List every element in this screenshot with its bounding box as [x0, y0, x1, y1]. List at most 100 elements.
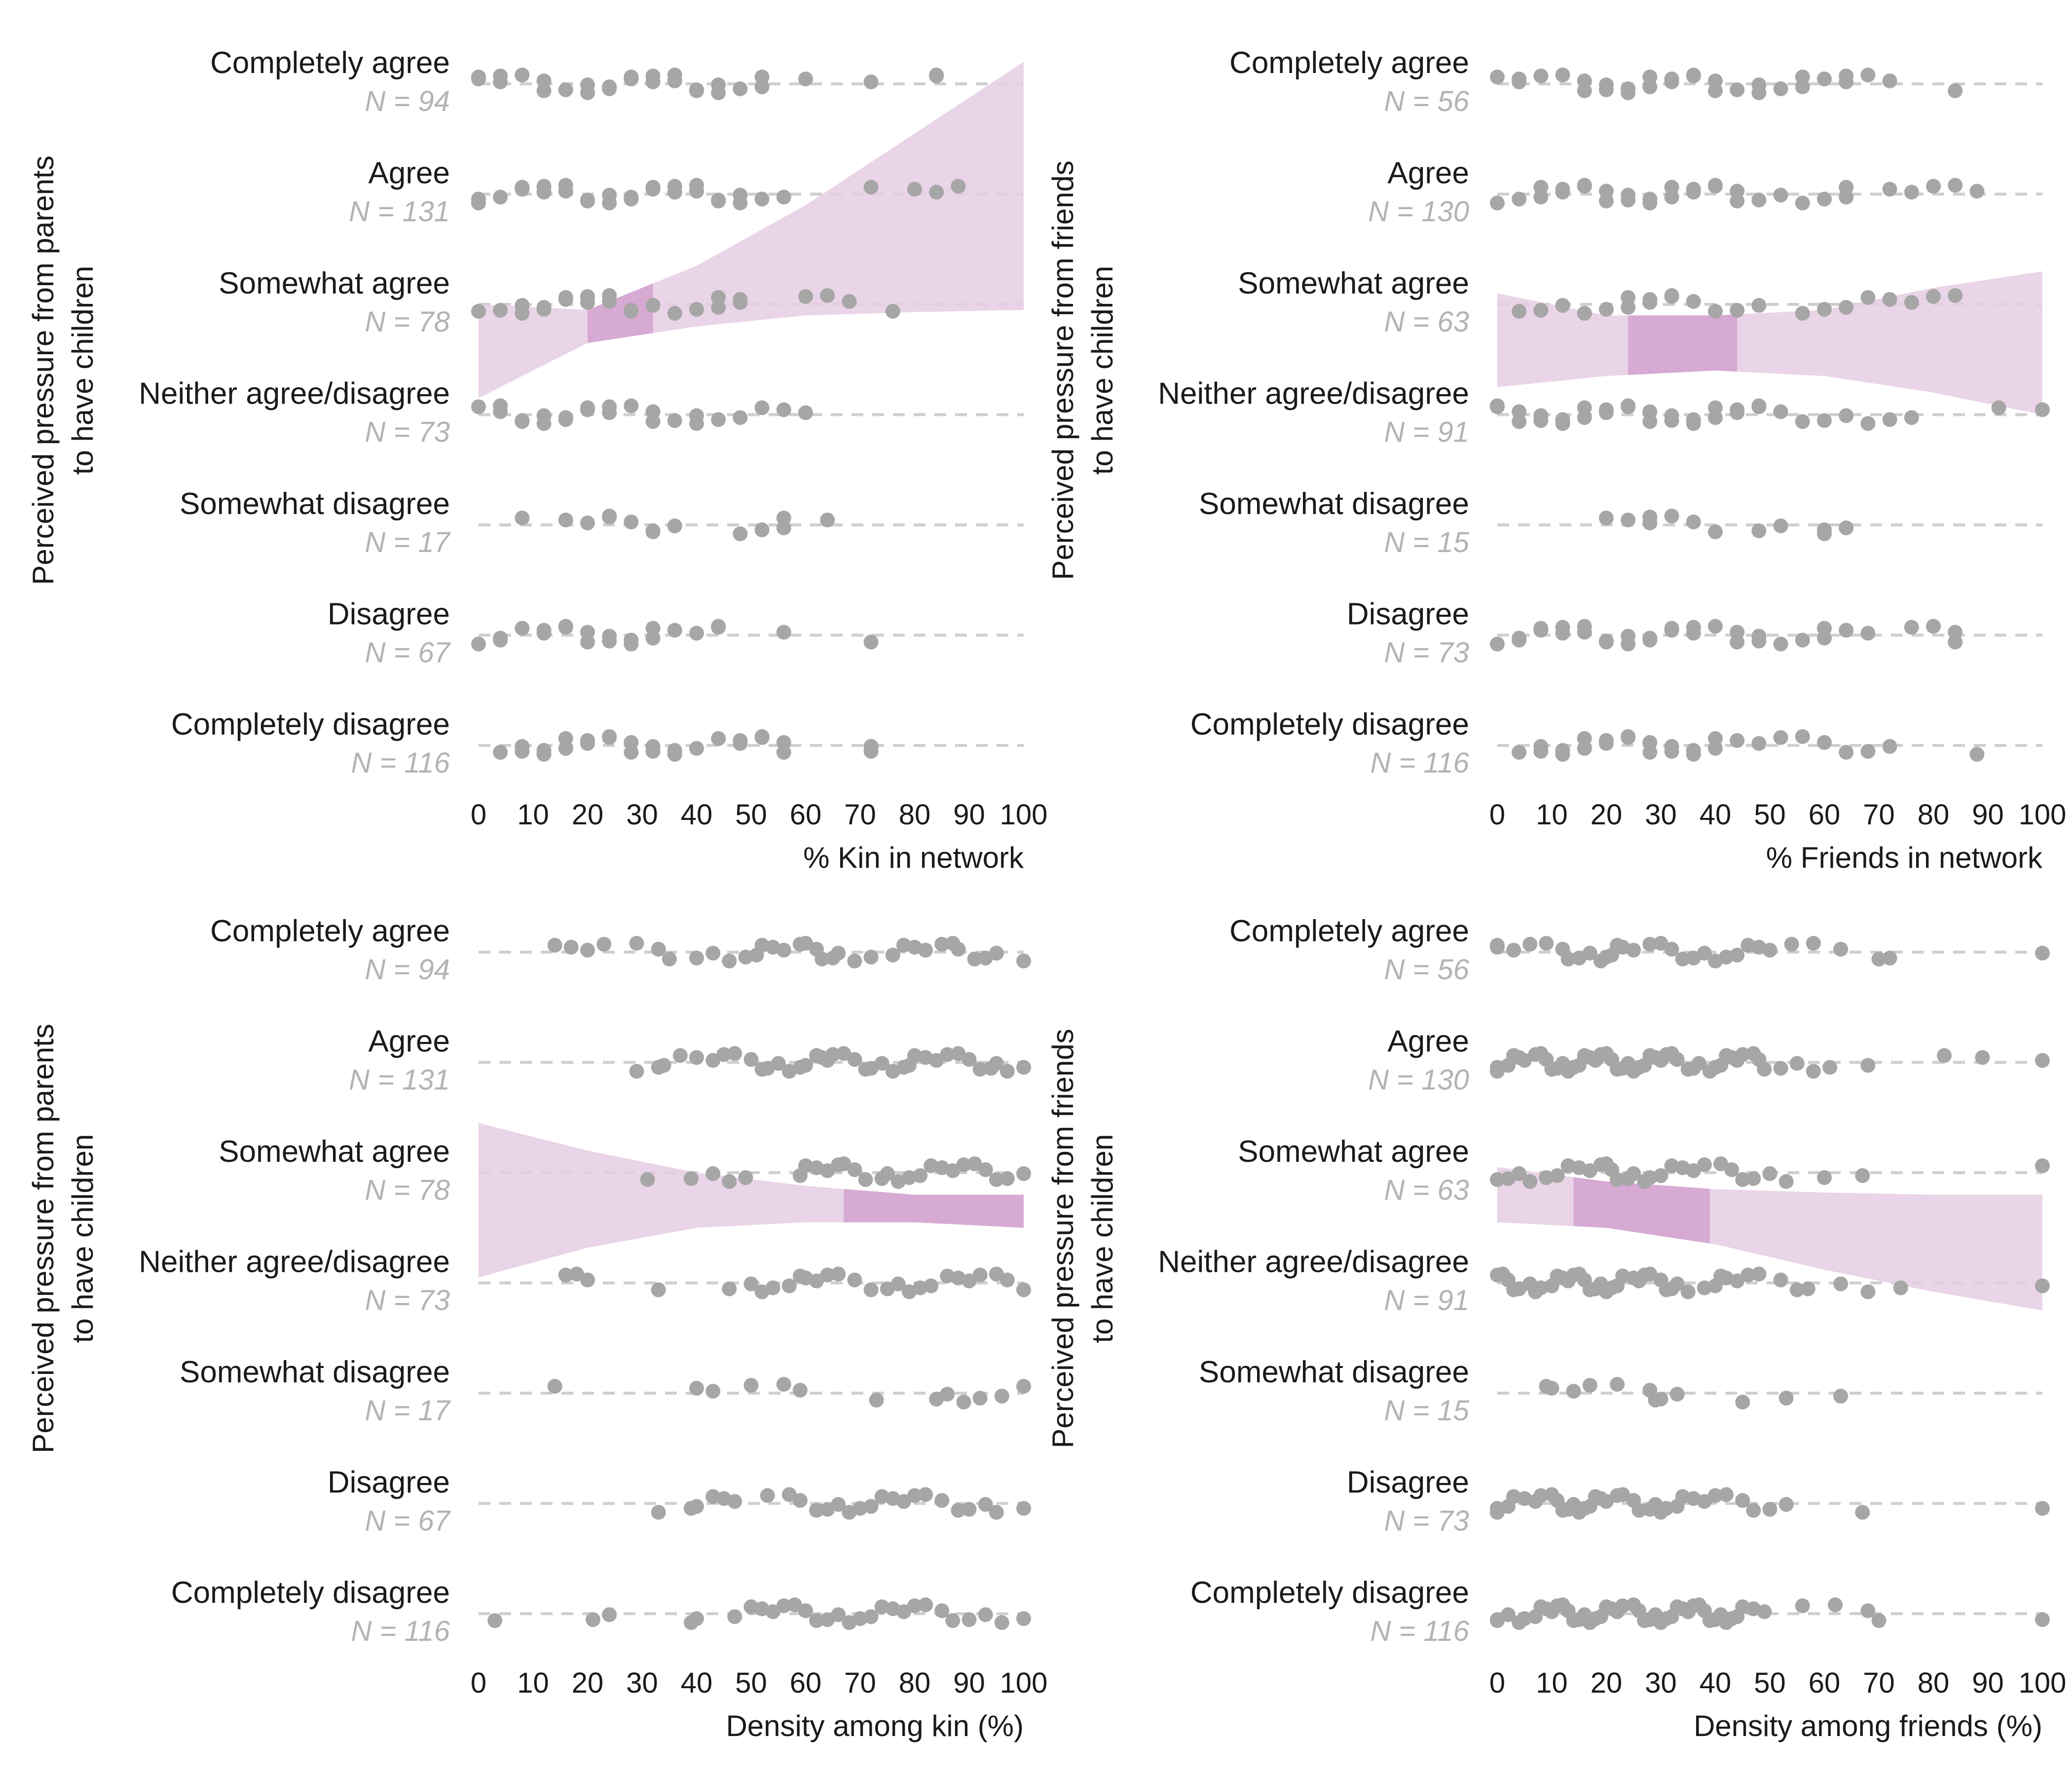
data-point	[1860, 626, 1876, 641]
x-axis-title: % Kin in network	[803, 841, 1024, 874]
data-point	[1490, 1172, 1505, 1187]
data-point	[1751, 629, 1767, 644]
data-point	[727, 1609, 742, 1624]
data-point	[558, 82, 573, 97]
data-point	[1664, 288, 1679, 303]
data-point	[852, 1501, 868, 1516]
data-point	[558, 513, 573, 527]
data-point	[1708, 619, 1723, 634]
data-point	[831, 946, 846, 961]
data-point	[471, 399, 486, 414]
data-point	[558, 184, 573, 199]
data-point	[1653, 1168, 1668, 1183]
data-point	[940, 1268, 955, 1284]
data-point	[754, 191, 770, 207]
y-axis-title: to have children	[1086, 266, 1119, 475]
data-point	[836, 1156, 851, 1171]
n-label: N = 17	[365, 1395, 451, 1427]
data-point	[825, 1047, 841, 1062]
data-point	[1724, 1162, 1739, 1177]
data-point	[924, 1278, 939, 1294]
data-point	[1828, 1597, 1843, 1612]
data-point	[705, 1053, 721, 1068]
category-label: Completely agree	[210, 914, 450, 948]
data-point	[989, 1266, 1004, 1282]
data-point	[999, 1171, 1015, 1186]
data-point	[1016, 1282, 1031, 1297]
data-point	[1833, 1389, 1849, 1404]
data-point	[1969, 747, 1985, 762]
data-point	[602, 629, 617, 644]
x-tick-label: 30	[626, 1667, 658, 1699]
data-point	[1855, 1168, 1870, 1183]
data-point	[814, 952, 830, 966]
category-label: Completely agree	[1229, 46, 1469, 80]
data-point	[1533, 623, 1549, 638]
data-point	[536, 300, 552, 315]
x-tick-label: 70	[1863, 799, 1895, 831]
data-point	[1806, 936, 1821, 951]
data-point	[1582, 1163, 1597, 1178]
data-point	[1751, 736, 1767, 751]
data-point	[787, 1597, 802, 1612]
data-point	[1735, 1395, 1750, 1409]
category-label: Somewhat disagree	[1199, 487, 1469, 521]
data-point	[951, 1503, 966, 1518]
category-label: Completely agree	[1229, 914, 1469, 948]
data-point	[1016, 1166, 1031, 1181]
data-point	[1708, 178, 1723, 193]
data-point	[1975, 1050, 1990, 1065]
data-point	[1686, 743, 1701, 758]
data-point	[1642, 745, 1658, 760]
data-point	[1642, 191, 1658, 207]
data-point	[978, 1162, 993, 1177]
data-point	[896, 1494, 911, 1509]
n-label: N = 78	[365, 1174, 450, 1206]
category-label: Neither agree/disagree	[139, 1245, 450, 1279]
data-point	[558, 410, 573, 425]
data-point	[820, 1267, 835, 1283]
data-point	[689, 1381, 704, 1396]
data-point	[934, 937, 950, 952]
n-label: N = 130	[1368, 1064, 1469, 1096]
data-point	[667, 518, 682, 533]
data-point	[792, 1493, 808, 1508]
x-tick-label: 70	[844, 1667, 876, 1699]
data-point	[1757, 1062, 1772, 1077]
data-point	[471, 72, 486, 86]
data-point	[1016, 1060, 1031, 1075]
data-point	[1730, 634, 1745, 650]
data-point	[765, 1604, 780, 1619]
x-tick-label: 0	[1489, 799, 1505, 831]
data-point	[1697, 946, 1712, 961]
data-point	[1621, 290, 1636, 305]
data-point	[962, 1502, 977, 1517]
data-point	[722, 1281, 737, 1296]
confidence-band-highlight	[844, 1189, 1024, 1228]
confidence-band-highlight	[1573, 1177, 1710, 1244]
x-tick-label: 100	[2019, 1667, 2067, 1699]
data-point	[1522, 937, 1538, 952]
data-point	[781, 1487, 797, 1502]
data-point	[1512, 414, 1527, 429]
data-point	[629, 936, 644, 951]
n-label: N = 56	[1384, 85, 1470, 117]
data-point	[2035, 1158, 2050, 1173]
data-point	[733, 526, 748, 541]
data-point	[1969, 184, 1985, 199]
data-point	[586, 1612, 600, 1627]
data-point	[760, 1488, 775, 1503]
data-point	[515, 182, 530, 197]
data-point	[1746, 1503, 1761, 1518]
data-point	[1669, 1276, 1685, 1292]
data-point	[727, 1046, 742, 1061]
data-point	[962, 1273, 977, 1289]
x-tick-label: 40	[1700, 1667, 1732, 1699]
data-point	[831, 1607, 846, 1622]
data-point	[1550, 1168, 1565, 1183]
data-point	[667, 623, 682, 638]
n-label: N = 15	[1384, 1395, 1470, 1427]
data-point	[1795, 1598, 1810, 1613]
data-point	[547, 1379, 562, 1394]
